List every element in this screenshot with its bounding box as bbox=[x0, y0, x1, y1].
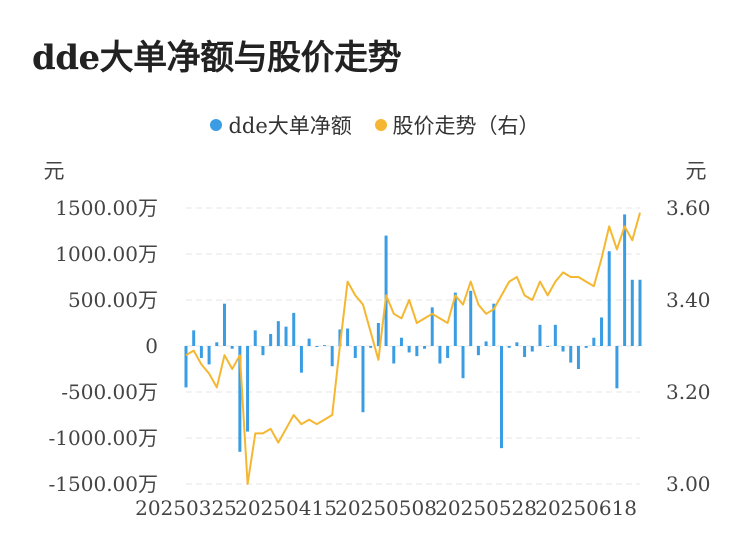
bar bbox=[284, 326, 288, 346]
legend-item-bar[interactable]: dde大单净额 bbox=[210, 110, 352, 140]
y-left-tick-label: -1500.00万 bbox=[49, 472, 158, 496]
bar bbox=[623, 214, 627, 346]
bar bbox=[592, 337, 596, 346]
y-right-tick-label: 3.40 bbox=[666, 288, 711, 312]
bar bbox=[330, 346, 334, 367]
bar bbox=[323, 345, 327, 347]
bar bbox=[230, 346, 234, 349]
legend-swatch-line bbox=[374, 119, 387, 131]
y-left-tick-label: 500.00万 bbox=[68, 288, 158, 312]
bar bbox=[600, 317, 604, 346]
bar bbox=[438, 346, 442, 364]
bar bbox=[346, 328, 350, 346]
bar bbox=[246, 346, 250, 432]
right-axis-unit: 元 bbox=[686, 159, 707, 183]
bar bbox=[607, 251, 611, 346]
y-left-tick-label: -1000.00万 bbox=[49, 426, 158, 450]
bar bbox=[453, 292, 457, 346]
bar bbox=[430, 307, 434, 346]
bar bbox=[261, 346, 265, 356]
bar bbox=[399, 337, 403, 346]
bar bbox=[469, 290, 473, 346]
y-left-tick-label: 1500.00万 bbox=[55, 196, 158, 220]
bar bbox=[199, 346, 203, 358]
bar bbox=[576, 346, 580, 369]
bar bbox=[315, 346, 319, 347]
x-tick-label: 20250618 bbox=[535, 496, 637, 520]
bar bbox=[530, 346, 534, 352]
bar bbox=[446, 346, 450, 358]
bar bbox=[546, 346, 550, 347]
bar bbox=[630, 279, 634, 346]
bar bbox=[292, 312, 296, 346]
y-left-tick-label: 0 bbox=[145, 334, 158, 358]
bar bbox=[476, 346, 480, 356]
bar bbox=[569, 346, 573, 363]
bar bbox=[507, 346, 511, 348]
legend-label-bar: dde大单净额 bbox=[228, 114, 352, 138]
legend: dde大单净额 股价走势（右） bbox=[0, 110, 750, 140]
legend-item-line[interactable]: 股价走势（右） bbox=[374, 110, 540, 140]
bar bbox=[492, 303, 496, 346]
bar bbox=[384, 235, 388, 346]
legend-label-line: 股价走势（右） bbox=[392, 114, 540, 138]
bar bbox=[369, 346, 373, 348]
bar bbox=[222, 303, 226, 346]
bar bbox=[276, 321, 280, 346]
bar bbox=[638, 279, 642, 346]
x-tick-label: 20250325 bbox=[135, 496, 237, 520]
bar bbox=[299, 346, 303, 373]
bar bbox=[461, 346, 465, 379]
bar bbox=[269, 334, 273, 346]
bar bbox=[376, 323, 380, 346]
y-left-tick-label: -500.00万 bbox=[61, 380, 158, 404]
bar bbox=[353, 346, 357, 358]
y-right-tick-label: 3.00 bbox=[666, 472, 711, 496]
bar bbox=[392, 346, 396, 364]
left-axis-unit: 元 bbox=[44, 159, 65, 183]
y-right-tick-label: 3.60 bbox=[666, 196, 711, 220]
bar bbox=[561, 346, 565, 352]
x-tick-label: 20250508 bbox=[335, 496, 437, 520]
bar bbox=[192, 330, 196, 346]
bar bbox=[207, 346, 211, 365]
y-left-tick-label: 1000.00万 bbox=[55, 242, 158, 266]
x-tick-label: 20250415 bbox=[235, 496, 337, 520]
y-right-tick-label: 3.20 bbox=[666, 380, 711, 404]
chart-title: dde大单净额与股价走势 bbox=[32, 38, 402, 78]
bar bbox=[407, 346, 411, 353]
bar bbox=[523, 346, 527, 358]
bar bbox=[361, 346, 365, 413]
bar bbox=[253, 330, 257, 346]
bar bbox=[615, 346, 619, 389]
bar bbox=[538, 324, 542, 346]
bar bbox=[515, 342, 519, 346]
bar bbox=[553, 324, 557, 346]
bar bbox=[584, 346, 588, 348]
price-line bbox=[185, 212, 641, 485]
bar bbox=[215, 342, 219, 346]
bar bbox=[307, 338, 311, 346]
bar bbox=[184, 346, 188, 388]
bar bbox=[499, 346, 503, 449]
bar bbox=[423, 346, 427, 349]
bar bbox=[484, 341, 488, 346]
legend-swatch-bar bbox=[210, 119, 223, 131]
bar bbox=[415, 346, 419, 357]
x-tick-label: 20250528 bbox=[435, 496, 537, 520]
bar bbox=[238, 346, 242, 452]
